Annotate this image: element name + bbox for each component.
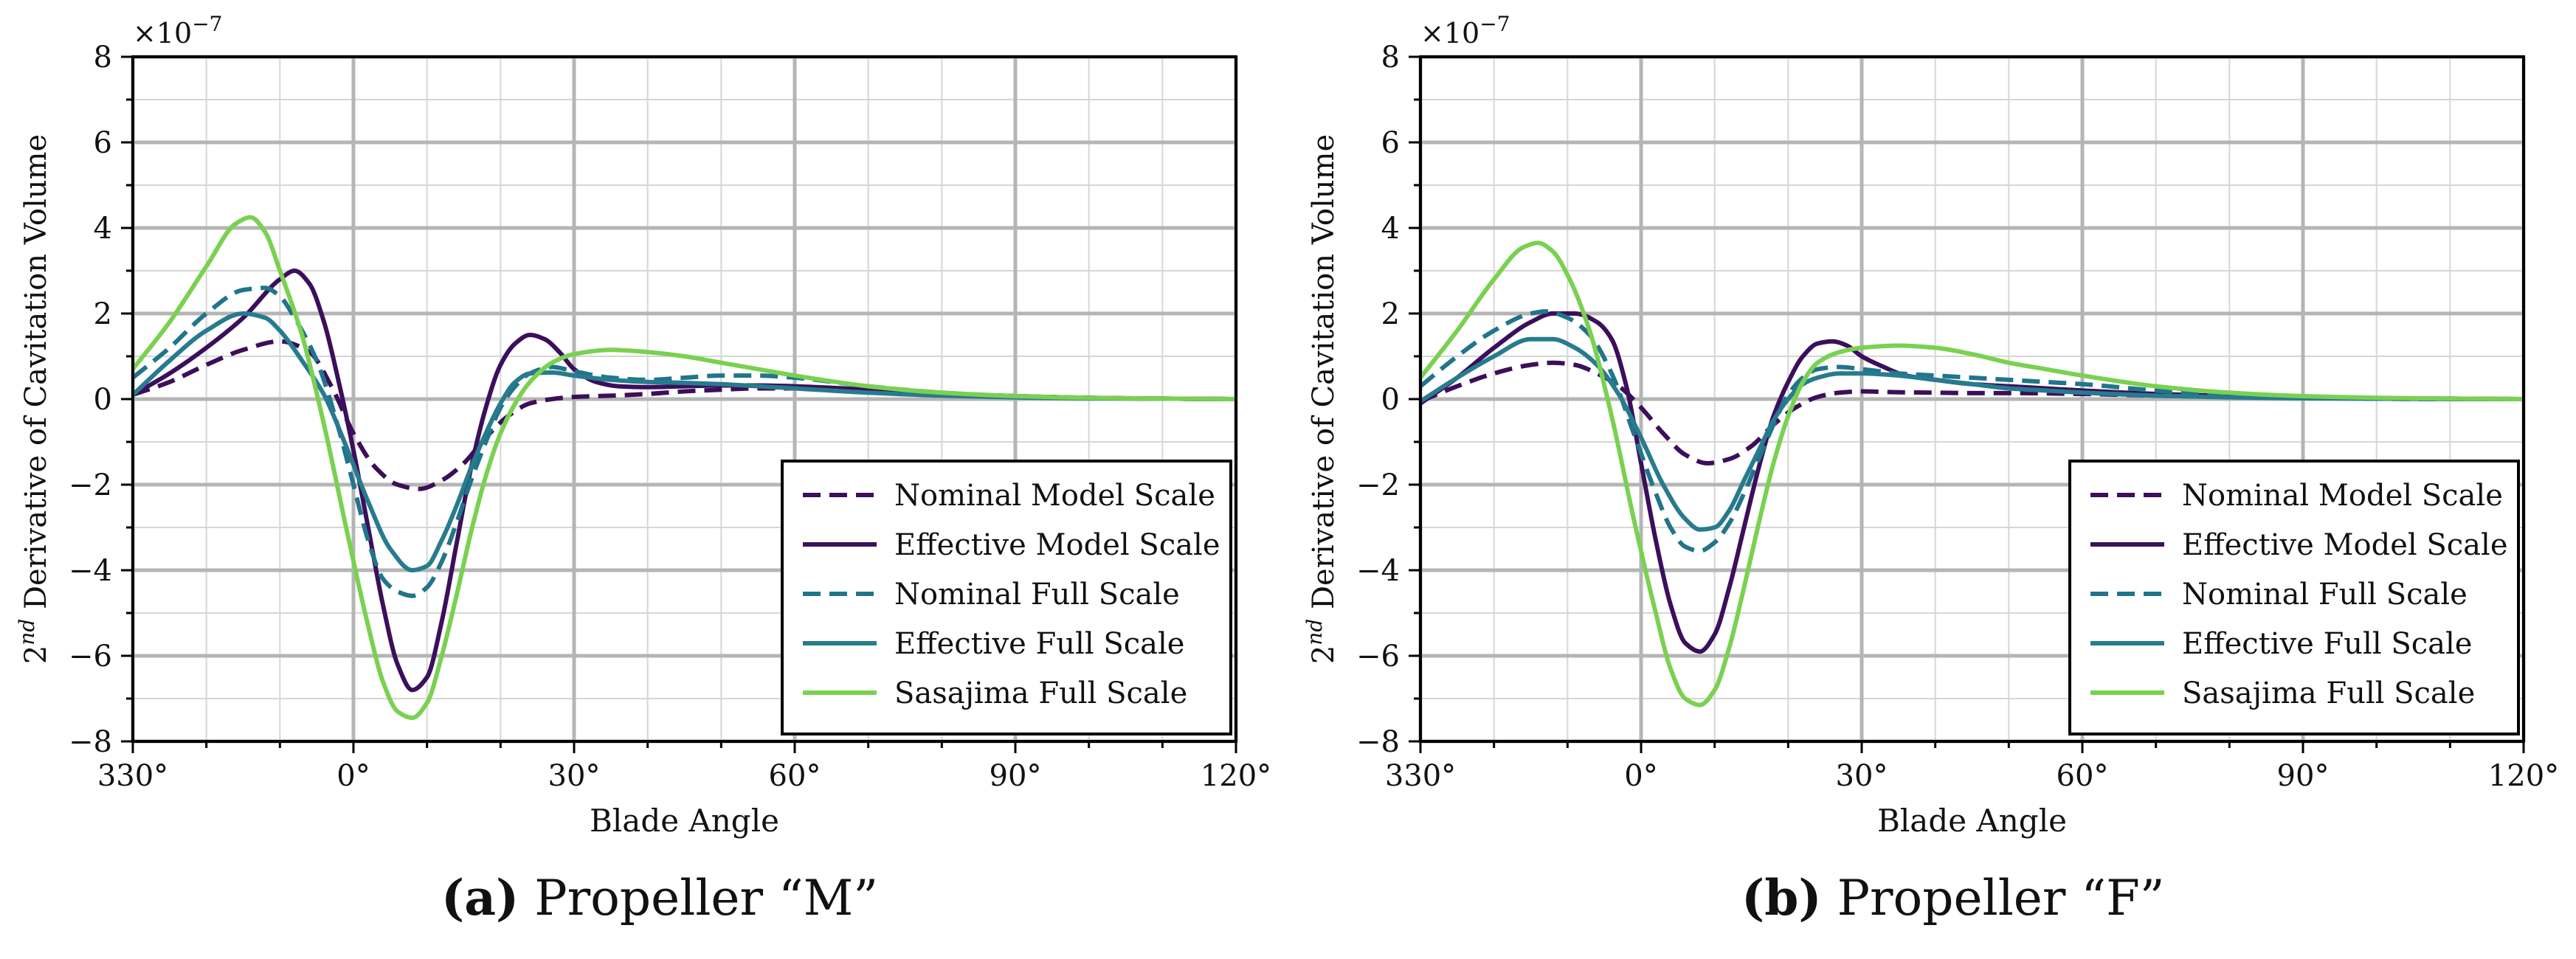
- series-line-sasajima-full-scale: [131, 215, 1237, 721]
- legend: Nominal Model Scale Effective Model Scale…: [781, 460, 1232, 735]
- y-tick-label: 0: [1381, 383, 1400, 417]
- series-group: [131, 215, 1237, 721]
- y-label-base: 2: [1307, 645, 1341, 664]
- y-tick-label: 6: [94, 126, 112, 160]
- y-tick-label: 4: [1381, 212, 1400, 246]
- y-tick-label: −6: [69, 640, 112, 674]
- caption-propeller-f: (b) Propeller “F”: [1741, 869, 2165, 927]
- series-line-sasajima-full-scale: [1418, 240, 2524, 707]
- x-tick-label: 330°: [1385, 759, 1456, 793]
- legend-box: [2068, 460, 2520, 735]
- x-tick-label: 30°: [1836, 759, 1888, 793]
- x-tick-label: 60°: [769, 759, 821, 793]
- legend-label: Nominal Model Scale: [2182, 479, 2503, 513]
- y-axis-label: 2nd Derivative of Cavitation Volume: [15, 134, 53, 664]
- x-tick-label: 90°: [990, 759, 1042, 793]
- series-group: [1418, 240, 2524, 707]
- legend-label: Nominal Model Scale: [894, 479, 1215, 513]
- x-axis-label: Blade Angle: [590, 803, 779, 839]
- axis-ticks: [121, 55, 1237, 753]
- y-tick-label: 8: [1381, 41, 1400, 75]
- y-label-rest: Derivative of Cavitation Volume: [19, 134, 53, 619]
- y-axis-label: 2nd Derivative of Cavitation Volume: [1302, 134, 1341, 664]
- legend-label: Sasajima Full Scale: [894, 676, 1187, 710]
- legend-label: Effective Full Scale: [894, 627, 1184, 661]
- x-tick-label: 0°: [336, 759, 370, 793]
- legend-label: Nominal Full Scale: [2182, 578, 2468, 612]
- y-tick-label: 2: [94, 297, 112, 331]
- x-tick-label: 120°: [1201, 759, 1271, 793]
- y-tick-label: −8: [1356, 725, 1400, 759]
- y-multiplier-exponent: −7: [192, 12, 222, 36]
- y-tick-label: 6: [1381, 126, 1400, 160]
- y-tick-label: −2: [69, 468, 112, 502]
- caption-letter: (a): [441, 869, 519, 927]
- legend-label: Sasajima Full Scale: [2182, 676, 2475, 710]
- legend-box: [781, 460, 1232, 735]
- y-tick-label: −8: [69, 725, 112, 759]
- y-multiplier: ×10−7: [133, 12, 222, 49]
- legend-label: Effective Model Scale: [894, 528, 1220, 562]
- y-multiplier-base: ×10: [1420, 17, 1479, 49]
- y-label-sup: nd: [1302, 619, 1327, 645]
- legend: Nominal Model Scale Effective Model Scale…: [2068, 460, 2520, 735]
- y-label-rest: Derivative of Cavitation Volume: [1307, 134, 1341, 619]
- y-multiplier: ×10−7: [1420, 12, 1510, 49]
- y-multiplier-exponent: −7: [1479, 12, 1510, 36]
- caption-propeller-m: (a) Propeller “M”: [441, 869, 878, 927]
- series-line-effective-model-scale: [131, 269, 1237, 693]
- series-line-effective-full-scale: [131, 311, 1237, 572]
- caption-text: Propeller “F”: [1837, 870, 2165, 927]
- caption-text: Propeller “M”: [534, 870, 879, 927]
- legend-label: Effective Full Scale: [2182, 627, 2472, 661]
- x-axis-label: Blade Angle: [1877, 803, 2067, 839]
- caption-letter: (b): [1741, 869, 1822, 927]
- chart-propeller-f: 330° 0° 30° 60° 90° 120° −8 −6 −4 −2 0 2 4 6 8 ×10−7 Bla…: [1302, 12, 2559, 839]
- legend-label: Nominal Full Scale: [894, 578, 1180, 612]
- x-tick-label: 30°: [548, 759, 601, 793]
- x-tick-label: 0°: [1624, 759, 1657, 793]
- x-tick-label: 90°: [2277, 759, 2330, 793]
- y-tick-label: 4: [94, 212, 112, 246]
- axis-ticks: [1409, 55, 2525, 753]
- x-tick-label: 330°: [97, 759, 168, 793]
- y-tick-label: 8: [94, 41, 112, 75]
- y-tick-label: −2: [1356, 468, 1400, 502]
- y-tick-label: −6: [1356, 640, 1400, 674]
- y-multiplier-base: ×10: [133, 17, 192, 49]
- series-line-effective-full-scale: [1419, 336, 2524, 532]
- legend-label: Effective Model Scale: [2182, 528, 2507, 562]
- y-tick-label: −4: [69, 554, 112, 588]
- y-tick-label: 0: [94, 383, 112, 417]
- y-tick-label: −4: [1356, 554, 1400, 588]
- x-tick-label: 60°: [2057, 759, 2109, 793]
- y-tick-label: 2: [1381, 297, 1400, 331]
- chart-propeller-m: 330° 0° 30° 60° 90° 120° −8 −6 −4 −2 0 2 4 6 8 ×10−7 Bla…: [15, 12, 1271, 839]
- y-label-base: 2: [19, 645, 53, 664]
- y-label-sup: nd: [15, 619, 39, 645]
- x-tick-label: 120°: [2488, 759, 2559, 793]
